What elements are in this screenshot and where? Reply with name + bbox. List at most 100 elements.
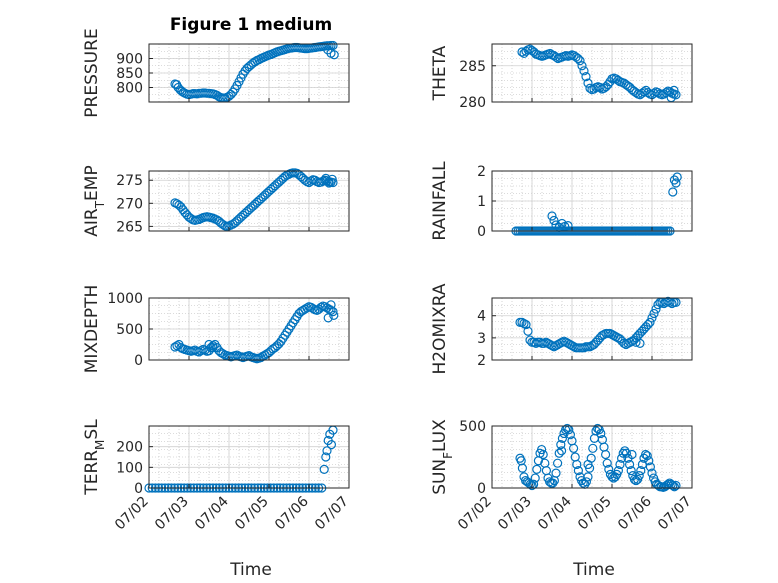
data-point [517,463,528,473]
data-point [607,472,617,482]
data-point [671,178,681,188]
y-axis-label: THETA [430,45,450,101]
data-point [618,448,628,458]
data-point [552,458,563,468]
data-point [636,466,646,476]
x-ticks: 07/02 07/03 07/04 07/05 07/06 07/07 [455,493,695,533]
y-ticks: 2 3 4 [477,309,496,369]
data-point [634,471,644,481]
data-point [647,313,657,323]
data-point [592,423,603,434]
y-tick-label: 0 [477,481,486,497]
y-ticks: 280 285 [459,59,496,111]
data-point [645,317,655,327]
data-point [551,468,561,478]
y-axis-label: TERRMSL [82,419,107,496]
x-tick-label: 07/06 [272,493,312,533]
data-point [639,87,649,97]
data-point [599,442,609,452]
y-ticks: 0 100 200 [116,440,153,497]
data-point [581,477,592,487]
data-point [547,211,557,221]
data-point [588,443,598,453]
subplot-theta: 280 285 THETA [430,43,693,111]
y-tick-label: 275 [116,173,143,189]
y-axis-label: H2OMIXRA [430,283,450,374]
x-tick-label: 07/05 [575,494,615,534]
y-axis-label: AIRTEMP [82,165,107,236]
data-point [532,464,542,474]
x-tick-label: 07/03 [495,494,535,534]
data-point [516,456,526,466]
data-point [328,307,338,317]
data-point [671,480,681,491]
x-tick-label: 07/02 [455,494,495,534]
x-ticks: 07/02 07/03 07/04 07/05 07/06 07/07 [112,493,352,533]
data-point [642,451,652,461]
y-axis-label: RAINFALL [430,161,450,241]
data-point [583,459,593,470]
data-point [521,319,531,330]
y-tick-label: 850 [116,66,143,82]
data-point [644,456,654,466]
data-point [568,443,579,453]
data-point [645,462,656,472]
y-tick-label: 800 [116,81,143,97]
data-point [329,50,339,60]
data-point [583,78,593,88]
data-point [326,300,336,310]
y-tick-label: 2 [477,353,486,369]
y-tick-label: 0 [134,353,143,369]
y-axis-label: MIXDEPTH [82,285,102,374]
y-tick-label: 3 [477,331,486,347]
data-point [651,304,661,314]
data-point [643,319,653,330]
data-point [556,440,566,450]
y-axis-label: PRESSURE [82,28,102,117]
data-point [672,172,682,182]
data-point [669,85,679,96]
data-point [536,444,547,455]
x-tick-label: 07/07 [312,494,352,534]
data-point [530,473,540,483]
data-point [596,428,606,439]
subplot-mixdepth: 0 500 1000 MIXDEPTH [82,285,350,374]
data-point [613,466,624,476]
data-point [554,448,564,458]
y-ticks: 0 1 2 [477,164,496,240]
xlabel-right: Time [572,560,615,580]
data-point [549,215,559,226]
axes-box [491,43,693,103]
data-point [548,478,558,488]
x-tick-label: 07/04 [192,493,232,533]
y-tick-label: 900 [116,52,143,68]
axes-box [148,170,350,232]
data-point [541,466,552,476]
data-point [631,475,641,486]
data-point [602,458,612,468]
data-point [556,446,567,456]
data-point [581,72,591,82]
x-tick-label: 07/06 [615,493,655,533]
xlabel-left: Time [229,560,272,580]
y-tick-label: 200 [116,440,143,456]
x-tick-label: 07/03 [152,494,192,534]
data-point [321,452,331,462]
data-point [575,56,585,66]
x-tick-label: 07/07 [655,494,695,534]
y-tick-label: 1000 [107,291,143,307]
subplot-airtemp: 265 270 275 AIRTEMP [82,165,350,237]
data-point [523,326,533,336]
y-tick-label: 280 [459,95,486,111]
y-ticks: 0 500 1000 [107,291,153,369]
data-point [323,313,333,323]
x-tick-label: 07/05 [232,494,272,534]
y-tick-label: 500 [459,419,486,435]
data-point [620,446,630,456]
data-point [519,318,529,329]
y-tick-label: 285 [459,59,486,75]
